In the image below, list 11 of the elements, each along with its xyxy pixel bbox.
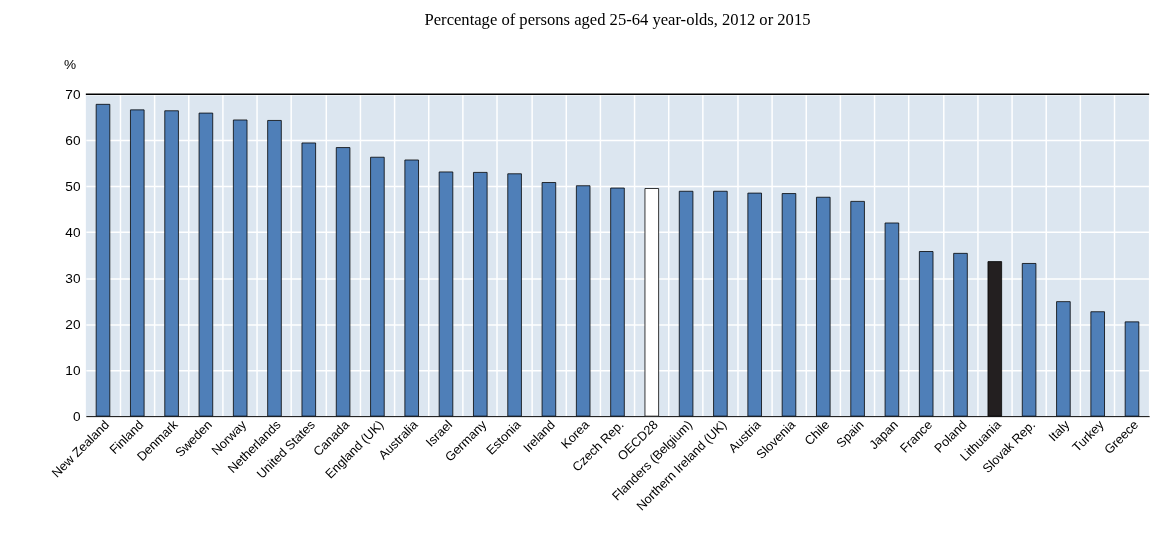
- y-tick-label: 50: [65, 178, 81, 194]
- y-tick-label: 70: [65, 86, 81, 102]
- y-tick-label: 30: [65, 270, 81, 286]
- x-tick-label: Italy: [1046, 417, 1073, 445]
- y-axis-title: %: [63, 56, 77, 72]
- y-tick-label: 10: [65, 362, 81, 378]
- y-tick-label: 60: [65, 132, 81, 148]
- chart-title: Percentage of persons aged 25-64 year-olds, 2012 or 2015: [424, 9, 811, 29]
- y-tick-label: 0: [72, 408, 81, 424]
- y-tick-label: 40: [65, 224, 81, 240]
- y-tick-label: 20: [65, 316, 81, 332]
